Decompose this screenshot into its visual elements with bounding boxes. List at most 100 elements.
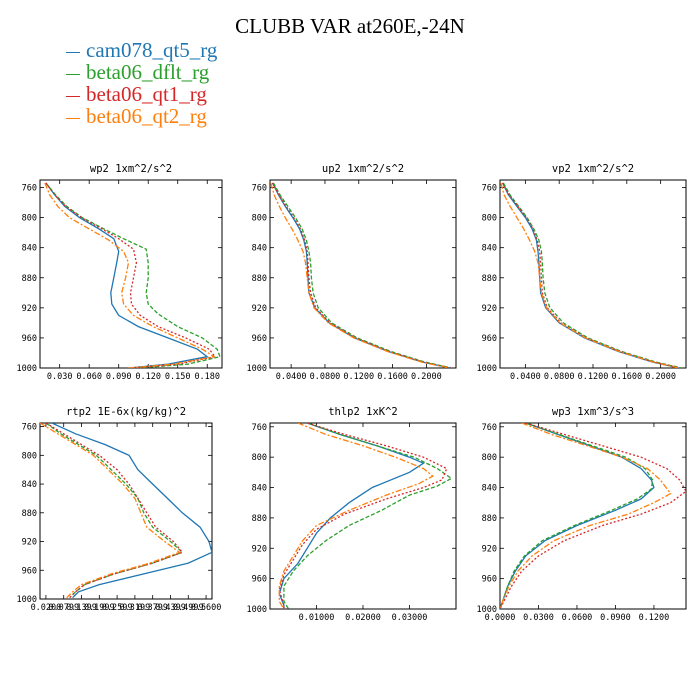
x-tick-label: 0.060 <box>76 372 102 382</box>
series-line-cam078_qt5_rg <box>501 182 680 368</box>
y-tick-label: 880 <box>482 514 497 524</box>
series-line-beta06_qt2_rg <box>40 423 181 599</box>
plot-frame <box>269 179 457 369</box>
x-tick-label: 0.1200 <box>639 613 670 623</box>
chart-panel-3: rtp2 1E-6x(kg/kg)^2 760 800 840 880 920 960 100… <box>17 406 222 613</box>
y-tick-label: 960 <box>482 334 497 344</box>
series-line-beta06_dflt_rg <box>45 423 184 599</box>
series-line-beta06_dflt_rg <box>272 182 452 368</box>
series-line-cam078_qt5_rg <box>278 423 425 609</box>
x-tick-label: 0.0200 <box>31 603 62 613</box>
x-tick-label: 0.3799 <box>137 603 168 613</box>
x-tick-label: 0.180 <box>194 372 220 382</box>
x-tick-label: 0.150 <box>165 372 191 382</box>
series-line-beta06_dflt_rg <box>45 182 221 368</box>
series-line-beta06_qt2_rg <box>500 182 679 368</box>
x-tick-label: 0.090 <box>106 372 132 382</box>
y-tick-label: 760 <box>482 423 497 433</box>
series-line-beta06_dflt_rg <box>500 423 654 609</box>
legend-item-dflt: beta06_dflt_rg <box>66 61 209 83</box>
y-tick-label: 800 <box>482 453 497 463</box>
y-tick-label: 1000 <box>17 364 37 374</box>
y-tick-label: 920 <box>252 304 267 314</box>
legend-swatch <box>66 117 80 119</box>
y-tick-label: 840 <box>22 244 37 254</box>
x-tick-label: 0.1200 <box>578 372 609 382</box>
y-tick-label: 880 <box>22 274 37 284</box>
series-line-beta06_qt1_rg <box>45 423 184 599</box>
panel-title: rtp2 1E-6x(kg/kg)^2 <box>66 406 186 418</box>
x-tick-label: 0.5600 <box>191 603 222 613</box>
panel-title: wp2 1xm^2/s^2 <box>90 163 172 175</box>
legend-label: cam078_qt5_rg <box>86 38 218 62</box>
series-line-beta06_qt2_rg <box>44 182 216 368</box>
x-tick-label: 0.1600 <box>611 372 642 382</box>
series-line-beta06_dflt_rg <box>502 182 682 368</box>
y-tick-label: 800 <box>252 453 267 463</box>
chart-panel-4: thlp2 1xK^2 760 800 840 880 920 960 1000 0.01000… <box>247 406 457 623</box>
y-tick-label: 840 <box>252 244 267 254</box>
series-line-beta06_qt1_rg <box>271 182 452 368</box>
legend-label: beta06_qt1_rg <box>86 82 207 106</box>
legend-item-qt1: beta06_qt1_rg <box>66 83 207 105</box>
x-tick-label: 0.030 <box>47 372 73 382</box>
panel-title: up2 1xm^2/s^2 <box>322 163 404 175</box>
y-tick-label: 800 <box>22 451 37 461</box>
y-tick-label: 920 <box>22 538 37 548</box>
y-tick-label: 800 <box>252 214 267 224</box>
series-line-beta06_qt1_rg <box>500 423 686 609</box>
y-tick-label: 760 <box>252 184 267 194</box>
y-tick-label: 960 <box>482 575 497 585</box>
x-tick-label: 0.3199 <box>120 603 151 613</box>
panel-title: wp3 1xm^3/s^3 <box>552 406 634 418</box>
x-tick-label: 0.0800 <box>310 372 341 382</box>
series-line-cam078_qt5_rg <box>45 182 209 368</box>
plot-frame <box>499 422 687 610</box>
figure-title: CLUBB VAR at260E,-24N <box>235 14 465 38</box>
y-tick-label: 960 <box>252 334 267 344</box>
series-line-beta06_qt2_rg <box>500 423 672 609</box>
chart-panel-0: wp2 1xm^2/s^2 760 800 840 880 920 960 1000 0.030… <box>17 163 223 382</box>
x-tick-label: 0.0000 <box>485 613 516 623</box>
y-tick-label: 840 <box>22 480 37 490</box>
x-tick-label: 0.4999 <box>173 603 204 613</box>
series-line-cam078_qt5_rg <box>271 182 451 368</box>
x-tick-label: 0.120 <box>135 372 161 382</box>
series-line-beta06_dflt_rg <box>283 423 453 609</box>
y-tick-label: 1000 <box>477 364 497 374</box>
series-line-cam078_qt5_rg <box>500 423 655 609</box>
x-tick-label: 0.0400 <box>276 372 307 382</box>
panel-title: thlp2 1xK^2 <box>328 406 398 418</box>
y-tick-label: 840 <box>482 484 497 494</box>
panel-title: vp2 1xm^2/s^2 <box>552 163 634 175</box>
y-tick-label: 760 <box>252 423 267 433</box>
chart-panel-2: vp2 1xm^2/s^2 760 800 840 880 920 960 1000 0.040… <box>477 163 687 382</box>
y-tick-label: 760 <box>482 184 497 194</box>
y-tick-label: 880 <box>252 274 267 284</box>
series-line-beta06_qt1_rg <box>278 423 448 609</box>
legend-swatch <box>66 51 80 53</box>
chart-panel-5: wp3 1xm^3/s^3 760 800 840 880 920 960 10000.000… <box>477 406 687 623</box>
legend-item-qt2: beta06_qt2_rg <box>66 105 207 127</box>
x-tick-label: 0.0900 <box>600 613 631 623</box>
y-tick-label: 1000 <box>247 364 267 374</box>
x-tick-label: 0.2000 <box>411 372 442 382</box>
y-tick-label: 800 <box>22 214 37 224</box>
plot-frame <box>39 422 213 600</box>
y-tick-label: 960 <box>22 566 37 576</box>
x-tick-label: 0.1399 <box>66 603 97 613</box>
y-tick-label: 920 <box>482 544 497 554</box>
x-tick-label: 0.01000 <box>299 613 335 623</box>
x-tick-label: 0.0600 <box>562 613 593 623</box>
series-line-beta06_qt1_rg <box>501 182 681 368</box>
y-tick-label: 880 <box>22 509 37 519</box>
y-tick-label: 920 <box>252 544 267 554</box>
series-line-beta06_qt1_rg <box>45 182 217 368</box>
y-tick-label: 880 <box>482 274 497 284</box>
chart-panel-1: up2 1xm^2/s^2 760 800 840 880 920 960 1000 0.040… <box>247 163 457 382</box>
x-tick-label: 0.02000 <box>345 613 381 623</box>
y-tick-label: 760 <box>22 423 37 433</box>
x-tick-label: 0.0400 <box>510 372 541 382</box>
x-tick-label: 0.0300 <box>523 613 554 623</box>
